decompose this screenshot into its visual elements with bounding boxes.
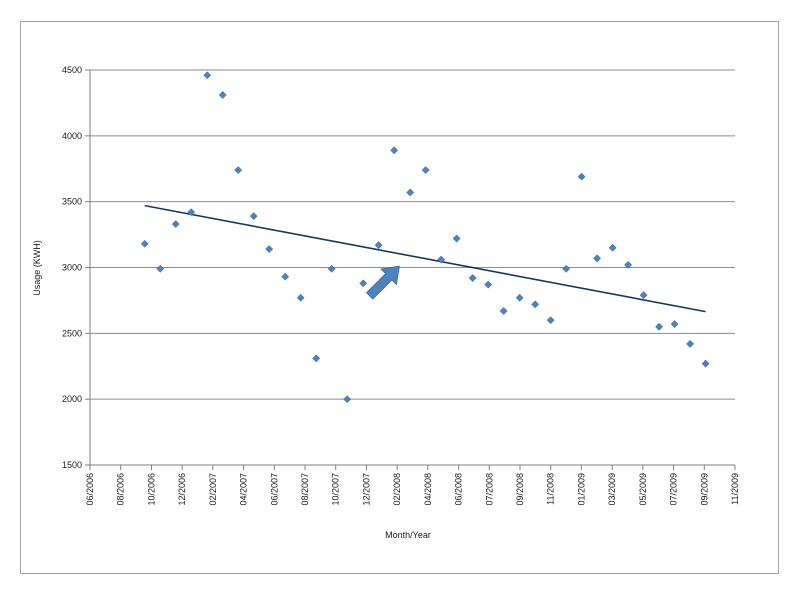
x-tick-label: 09/2008 (515, 473, 525, 506)
data-point (531, 300, 540, 309)
data-point (359, 279, 368, 288)
data-point (343, 395, 352, 404)
data-point (593, 254, 602, 263)
data-point (686, 339, 695, 348)
x-axis-title: Month/Year (385, 530, 431, 540)
x-tick-label: 02/2008 (392, 473, 402, 506)
data-point (203, 71, 212, 80)
trendline-layer (144, 204, 706, 313)
data-point (421, 166, 430, 175)
data-point (374, 241, 383, 250)
x-tick-label: 04/2007 (239, 473, 249, 506)
data-point (234, 166, 243, 175)
x-tick-label: 03/2009 (607, 473, 617, 506)
data-point (624, 260, 633, 269)
data-point (670, 320, 679, 329)
data-point (546, 316, 555, 325)
x-tick-label: 07/2008 (484, 473, 494, 506)
data-point (187, 208, 196, 217)
data-point (484, 280, 493, 289)
data-point (701, 359, 710, 368)
data-point (156, 264, 165, 273)
y-tick-label: 3500 (62, 197, 82, 207)
data-point (639, 291, 648, 300)
data-point (218, 91, 227, 99)
y-tick-label: 4500 (62, 65, 82, 75)
gridlines (90, 69, 735, 400)
x-tick-label: 10/2006 (146, 473, 156, 506)
data-point (562, 264, 571, 273)
y-tick-label: 4000 (62, 131, 82, 141)
data-point (171, 220, 180, 229)
x-tick-label: 11/2009 (730, 473, 740, 505)
data-point (515, 293, 524, 302)
y-tick-label: 1500 (62, 460, 82, 470)
x-tick-label: 08/2006 (116, 473, 126, 506)
data-point (265, 245, 274, 254)
data-point (499, 306, 508, 315)
data-point (577, 172, 586, 181)
data-point (608, 243, 617, 252)
x-tick-label: 01/2009 (576, 473, 586, 506)
annotation-layer (365, 265, 400, 300)
y-axis-title: Usage (KWH) (32, 240, 42, 296)
data-point (406, 188, 415, 197)
data-point (655, 322, 664, 331)
data-point (452, 234, 461, 243)
x-tick-label: 05/2009 (638, 473, 648, 506)
data-point (281, 272, 290, 281)
x-tick-label: 06/2007 (269, 473, 279, 506)
y-tick-label: 3000 (62, 263, 82, 273)
x-tick-labels: 06/2006 08/2006 10/2006 12/2006 02/2007 04/20… (85, 465, 740, 506)
x-tick-label: 06/2006 (85, 473, 95, 506)
x-tick-label: 08/2007 (300, 473, 310, 506)
x-tick-label: 04/2008 (423, 473, 433, 506)
x-tick-label: 11/2008 (546, 473, 556, 505)
data-point (390, 146, 399, 155)
x-tick-label: 06/2008 (454, 473, 464, 506)
x-tick-label: 12/2007 (361, 473, 371, 506)
data-point (327, 264, 336, 273)
data-point (468, 274, 477, 282)
x-tick-label: 10/2007 (331, 473, 341, 506)
x-tick-label: 07/2009 (669, 473, 679, 506)
x-tick-label: 02/2007 (208, 473, 218, 506)
data-point (249, 212, 258, 221)
y-tick-label: 2500 (62, 328, 82, 338)
data-point (312, 354, 321, 363)
x-tick-label: 12/2006 (177, 473, 187, 506)
y-tick-label: 2000 (62, 394, 82, 404)
data-point (437, 255, 446, 264)
chart-frame (20, 21, 779, 574)
data-points (140, 71, 710, 404)
x-tick-label: 09/2009 (699, 473, 709, 506)
annotation-arrow (365, 265, 400, 300)
data-point (140, 239, 149, 248)
arrow-shape (365, 265, 400, 300)
y-tick-labels: 1500 2000 2500 3000 3500 4000 4500 (62, 65, 90, 470)
data-point (296, 293, 305, 302)
trendline (144, 204, 706, 313)
